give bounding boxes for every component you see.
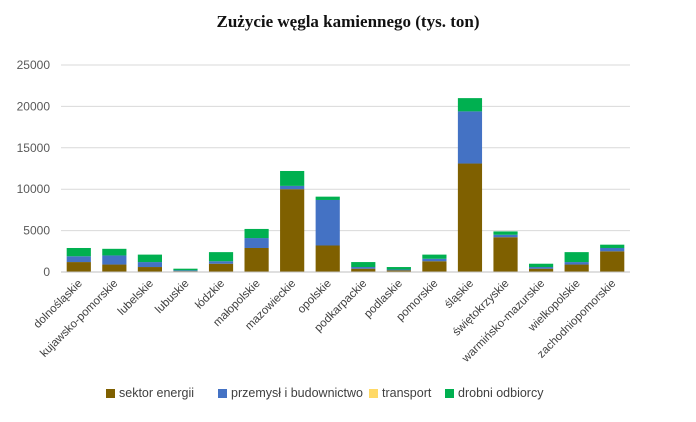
bar-stack [422,254,447,272]
bar-segment [564,264,589,272]
bar-segment [208,252,234,262]
bar-segment [137,267,162,272]
bar-stack [208,252,234,272]
y-tick-label: 20000 [17,99,51,113]
bar-segment [244,228,269,239]
legend: sektor energii przemysł i budownictwo tran… [106,386,544,400]
bar-segment [600,244,625,248]
bar-segment [351,267,376,269]
bar-segment [422,254,447,259]
bar-segment [529,268,554,272]
bar-segment [137,254,162,263]
bar-stack [457,98,483,272]
bar-segment [66,247,91,257]
bar-segment [102,255,127,265]
bar-segment [493,234,518,238]
bar-segment [529,267,554,269]
grid-lines [61,64,630,232]
bar-segment [493,237,518,272]
legend-label: sektor energii [119,386,194,400]
x-category-label: śląskie [443,278,476,311]
x-category-label: lubuskie [153,278,191,316]
chart-title: Zużycie węgla kamiennego (tys. ton) [216,12,480,31]
bar-segment [66,256,91,263]
bar-segment [600,251,625,272]
bar-stack [529,263,554,272]
bar-segment [280,185,305,190]
bar-stack [244,228,269,272]
bar-segment [600,247,625,252]
bar-stack [102,248,127,272]
bar-segment [315,199,340,246]
bar-segment [457,111,483,164]
bar-segment [208,263,234,272]
legend-label: drobni odbiorcy [458,386,544,400]
bar-stack [600,244,625,272]
legend-item: sektor energii [106,386,194,400]
bar-segment [386,269,411,271]
legend-item: transport [369,386,432,400]
bar-stack [280,170,305,272]
bar-segment [66,262,91,272]
bar-segment [208,261,234,264]
bar-segment [564,262,589,265]
legend-label: przemysł i budownictwo [231,386,363,400]
x-axis-category-labels: dolnośląskiekujawsko-pomorskielubelskiel… [32,278,619,366]
bar-stack [66,247,91,272]
bar-segment [351,262,376,268]
bar-segment [422,258,447,262]
bar-segment [386,267,411,270]
bar-segment [244,247,269,272]
bar-segment [422,261,447,272]
bar-segment [457,98,483,112]
bar-stack [386,267,411,272]
y-tick-label: 0 [43,265,50,279]
bar-segment [529,263,554,268]
legend-item: drobni odbiorcy [445,386,544,400]
legend-item: przemysł i budownictwo [218,386,363,400]
legend-swatch [445,389,454,398]
legend-swatch [218,389,227,398]
bars [66,98,625,272]
legend-swatch [369,389,378,398]
bar-segment [102,248,127,256]
x-category-label: lubelskie [116,278,156,318]
bar-stack [315,196,340,272]
bar-segment [386,270,411,272]
bar-stack [137,254,162,272]
bar-segment [173,268,198,271]
bar-segment [351,268,376,272]
bar-stack [564,252,589,272]
bar-segment [564,252,589,263]
bar-segment [315,196,340,200]
x-category-label: łódzkie [193,278,227,312]
y-tick-label: 15000 [17,141,51,155]
bar-segment [244,238,269,248]
y-tick-label: 10000 [17,182,51,196]
bar-segment [280,170,305,186]
bar-segment [102,264,127,272]
bar-segment [315,245,340,272]
bar-stack [351,262,376,272]
legend-swatch [106,389,115,398]
y-tick-label: 25000 [17,58,51,72]
bar-segment [173,270,198,272]
bar-segment [457,163,483,272]
bar-segment [493,231,518,235]
y-axis-ticks: 0 5000 10000 15000 20000 25000 [17,58,51,279]
legend-label: transport [382,386,432,400]
bar-stack [493,231,518,272]
bar-segment [280,189,305,272]
bar-segment [137,262,162,268]
y-tick-label: 5000 [23,224,50,238]
